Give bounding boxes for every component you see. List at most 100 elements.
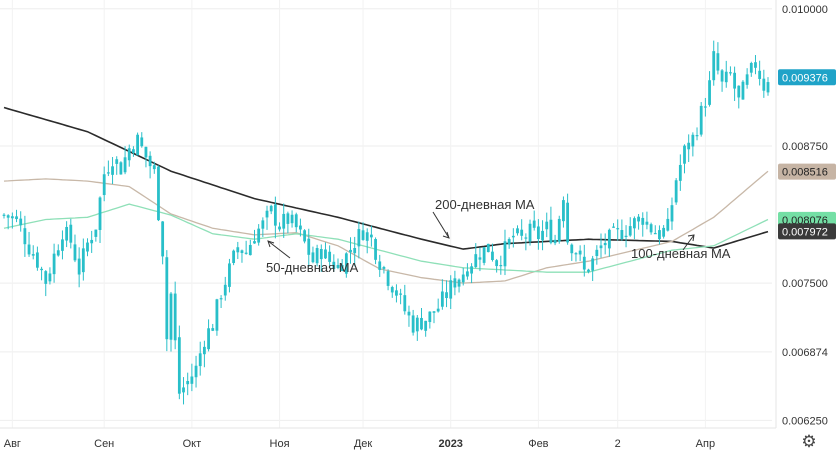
x-tick-label: 2023 [438,438,462,450]
candle-body [282,213,286,229]
candle-body [624,235,628,237]
candle-body [641,217,645,225]
candle-body [482,247,486,263]
candle-body [683,145,686,164]
grid-layer [0,0,772,428]
moving-average-layer [3,106,769,284]
candle-body [165,257,169,340]
candles-layer [2,40,770,405]
candle-body [61,239,64,251]
candle-body [232,250,236,263]
candle-body [495,260,499,267]
gear-icon[interactable]: ⚙ [801,432,817,452]
candle-body [365,232,369,241]
candle-body [269,205,273,212]
candle-body [127,148,131,161]
candle-body [687,142,691,150]
candle-body [466,271,469,277]
candle-body [741,81,745,100]
candle-body [570,244,574,254]
candle-body [349,249,352,253]
candle-body [73,244,77,261]
candle-body [474,254,478,267]
candle-body [607,229,611,249]
candle-body [628,226,632,236]
candle-body [503,241,507,267]
candle-body [436,308,440,312]
candle-body [324,249,327,259]
candle-body [749,62,753,73]
candle-body [582,256,586,270]
candle-body [119,162,123,175]
candle-body [77,258,81,275]
x-tick-label: 2 [615,438,621,450]
candle-body [10,216,14,219]
y-tick-label: 0.007500 [782,278,828,290]
candle-body [662,227,666,237]
annotations-layer: 200-дневная MA 50-дневная MA 100-дневная M… [266,197,731,275]
ma200-arrow [432,211,450,239]
ma100-arrowhead [687,234,695,242]
candle-body [40,268,43,271]
candle-body [390,287,394,293]
candle-body [23,228,27,245]
candle-body [228,263,231,287]
candle-body [69,224,73,243]
candle-body [511,235,515,238]
candle-body [369,234,373,238]
candle-body [361,230,365,240]
candle-body [157,166,160,221]
candle-body [524,237,528,239]
candle-body [603,242,607,246]
candle-body [52,253,56,275]
candle-body [90,239,94,244]
candle-body [733,72,737,89]
x-tick-label: Авг [4,438,21,450]
candle-body [516,228,519,234]
candle-body [265,210,269,218]
candle-body [758,70,762,79]
candle-body [86,242,89,252]
price-badge [778,223,836,240]
candle-body [344,253,348,274]
candle-body [353,248,357,254]
candle-body [299,225,302,230]
candle-body [499,264,503,267]
candle-body [440,291,444,307]
x-tick-label: Апр [696,438,715,450]
candle-body [2,214,6,216]
candle-body [152,165,156,170]
candle-body [56,250,60,256]
candle-body [691,134,695,147]
candle-body [536,226,540,240]
candle-body [211,328,215,331]
candle-body [136,134,139,156]
candle-body [111,166,114,175]
candle-body [720,70,724,82]
candle-body [98,197,102,230]
candle-body [186,381,190,385]
ma200-arrowhead [442,231,450,239]
candle-body [695,135,699,137]
x-tick-label: Окт [183,438,202,450]
candle-body [35,252,39,268]
candle-body [616,228,620,230]
candle-body [712,51,716,81]
candle-body [374,239,377,260]
candle-body [716,53,720,71]
candle-body [202,346,206,355]
ma100-arrow [682,234,695,251]
candle-body [587,269,590,272]
candle-body [194,365,198,378]
candle-body [315,248,319,264]
ma50-annotation: 50-дневная MA [266,260,359,275]
candle-body [257,228,261,243]
candle-body [724,71,728,83]
candle-body [670,205,674,222]
candle-body [578,250,582,255]
price-badge [778,163,836,180]
candle-body [261,220,265,229]
